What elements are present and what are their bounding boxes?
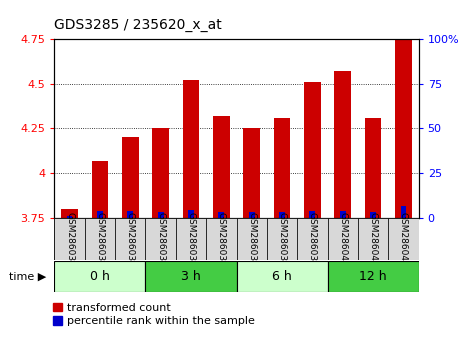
Bar bbox=[249, 212, 254, 218]
Bar bbox=[327, 261, 419, 292]
Legend: transformed count, percentile rank within the sample: transformed count, percentile rank withi… bbox=[53, 303, 255, 326]
Bar bbox=[97, 211, 103, 218]
Bar bbox=[115, 218, 146, 260]
Bar bbox=[334, 71, 351, 218]
Bar bbox=[127, 211, 133, 218]
Bar bbox=[297, 218, 327, 260]
Text: GDS3285 / 235620_x_at: GDS3285 / 235620_x_at bbox=[54, 18, 222, 32]
Text: GSM286031: GSM286031 bbox=[65, 212, 74, 267]
Bar bbox=[145, 218, 176, 260]
Bar bbox=[327, 218, 358, 260]
Bar bbox=[243, 129, 260, 218]
Bar bbox=[213, 116, 230, 218]
Bar bbox=[395, 39, 412, 218]
Bar bbox=[279, 212, 285, 218]
Bar bbox=[54, 261, 146, 292]
Bar bbox=[188, 210, 194, 218]
Bar bbox=[309, 211, 315, 218]
Bar bbox=[358, 218, 388, 260]
Bar bbox=[145, 261, 236, 292]
Bar bbox=[92, 160, 108, 218]
Text: GSM286042: GSM286042 bbox=[399, 212, 408, 267]
Text: 0 h: 0 h bbox=[90, 270, 110, 283]
Bar bbox=[236, 218, 267, 260]
Text: GSM286038: GSM286038 bbox=[278, 212, 287, 267]
Text: GSM286034: GSM286034 bbox=[156, 212, 165, 267]
Bar bbox=[370, 212, 376, 218]
Bar bbox=[236, 261, 327, 292]
Text: GSM286033: GSM286033 bbox=[126, 212, 135, 267]
Bar bbox=[54, 218, 85, 260]
Bar bbox=[388, 218, 419, 260]
Bar bbox=[158, 212, 164, 218]
Text: GSM286039: GSM286039 bbox=[308, 212, 317, 267]
Text: 12 h: 12 h bbox=[359, 270, 387, 283]
Bar bbox=[401, 206, 406, 218]
Bar bbox=[219, 212, 224, 218]
Text: GSM286040: GSM286040 bbox=[338, 212, 347, 267]
Text: GSM286036: GSM286036 bbox=[217, 212, 226, 267]
Bar bbox=[274, 118, 290, 218]
Text: GSM286032: GSM286032 bbox=[96, 212, 105, 267]
Bar bbox=[152, 129, 169, 218]
Text: GSM286041: GSM286041 bbox=[368, 212, 377, 267]
Text: time ▶: time ▶ bbox=[9, 272, 47, 281]
Bar bbox=[183, 80, 199, 218]
Bar bbox=[267, 218, 297, 260]
Bar bbox=[122, 137, 139, 218]
Text: GSM286037: GSM286037 bbox=[247, 212, 256, 267]
Bar bbox=[61, 209, 78, 218]
Bar bbox=[206, 218, 236, 260]
Bar bbox=[176, 218, 206, 260]
Bar bbox=[340, 211, 346, 218]
Text: 3 h: 3 h bbox=[181, 270, 201, 283]
Text: GSM286035: GSM286035 bbox=[186, 212, 195, 267]
Bar bbox=[85, 218, 115, 260]
Bar bbox=[304, 82, 321, 218]
Bar bbox=[67, 216, 72, 218]
Text: 6 h: 6 h bbox=[272, 270, 292, 283]
Bar bbox=[365, 118, 381, 218]
